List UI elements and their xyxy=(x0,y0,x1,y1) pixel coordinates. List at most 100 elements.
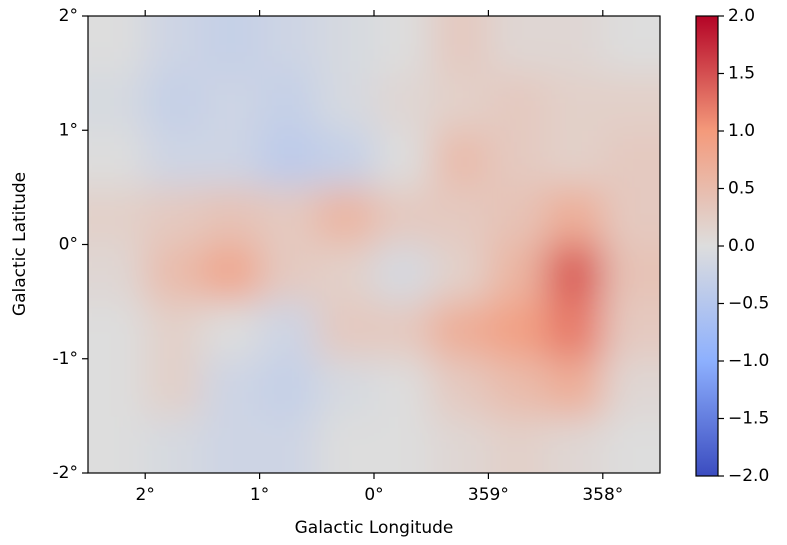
heat-cell xyxy=(316,358,375,417)
heat-cell xyxy=(316,73,375,131)
y-axis-label: Galactic Latitude xyxy=(10,172,30,316)
heat-cell xyxy=(88,301,146,360)
y-tick-label: 0° xyxy=(59,235,78,255)
heat-cell xyxy=(259,187,318,245)
heat-cell xyxy=(602,415,660,473)
heat-cell xyxy=(202,244,261,303)
heat-cell xyxy=(145,244,203,303)
heat-cell xyxy=(602,73,660,131)
heat-cell xyxy=(602,358,660,417)
heat-cell xyxy=(145,301,203,360)
heat-cell xyxy=(202,415,261,473)
heat-cell xyxy=(259,130,318,188)
y-tick-label: -2° xyxy=(53,463,78,483)
heat-cell xyxy=(316,187,375,245)
heat-cell xyxy=(88,130,146,188)
heat-cell xyxy=(431,73,489,131)
colorbar-tick-label: 0.0 xyxy=(728,236,755,256)
heat-cell xyxy=(88,415,146,473)
colorbar-tick-label: 1.5 xyxy=(728,64,755,84)
heat-cell xyxy=(374,130,432,188)
heat-cell xyxy=(145,415,203,473)
heat-cell xyxy=(545,130,604,188)
heat-cell xyxy=(545,301,604,360)
heat-cell xyxy=(488,415,547,473)
colorbar xyxy=(695,15,719,477)
colorbar-tick-label: −1.0 xyxy=(728,351,769,371)
colorbar-tick-label: −2.0 xyxy=(728,466,769,486)
heat-cell xyxy=(88,187,146,245)
heat-cell xyxy=(88,244,146,303)
x-tick-label: 2° xyxy=(136,485,155,505)
heat-cell xyxy=(259,16,318,74)
heat-cell xyxy=(374,187,432,245)
x-tick-label: 359° xyxy=(468,485,509,505)
heat-cell xyxy=(431,130,489,188)
colorbar-tick-label: 1.0 xyxy=(728,121,755,141)
heat-cell xyxy=(545,187,604,245)
heat-cell xyxy=(88,73,146,131)
heat-cell xyxy=(431,16,489,74)
heat-cell xyxy=(488,301,547,360)
heat-cell xyxy=(602,16,660,74)
colorbar-tick-label: 2.0 xyxy=(728,6,755,26)
cells xyxy=(88,16,660,473)
y-tick-label: 1° xyxy=(59,120,78,140)
colorbar-tick-label: −1.5 xyxy=(728,409,769,429)
x-tick-label: 1° xyxy=(250,485,269,505)
heat-cell xyxy=(145,73,203,131)
heat-cell xyxy=(316,244,375,303)
heat-cell xyxy=(374,301,432,360)
heat-cell xyxy=(602,244,660,303)
heat-cell xyxy=(202,187,261,245)
heat-cell xyxy=(202,73,261,131)
heat-cell xyxy=(316,16,375,74)
heat-cell xyxy=(602,301,660,360)
heat-cell xyxy=(431,301,489,360)
heat-cell xyxy=(488,187,547,245)
heat-cell xyxy=(431,358,489,417)
colorbar-tick-label: −0.5 xyxy=(728,294,769,314)
heat-cell xyxy=(374,16,432,74)
heat-cell xyxy=(431,244,489,303)
heat-cell xyxy=(545,73,604,131)
heat-cell xyxy=(545,244,604,303)
heat-cell xyxy=(145,16,203,74)
heat-cell xyxy=(488,73,547,131)
heat-cell xyxy=(374,244,432,303)
heat-cell xyxy=(545,358,604,417)
heat-cell xyxy=(259,301,318,360)
heat-cell xyxy=(602,130,660,188)
y-tick-label: -1° xyxy=(53,349,78,369)
heat-cell xyxy=(145,358,203,417)
heat-cell xyxy=(202,358,261,417)
heat-cell xyxy=(374,358,432,417)
heat-cell xyxy=(374,415,432,473)
heat-cell xyxy=(202,301,261,360)
colorbar-tick-label: 0.5 xyxy=(728,179,755,199)
heat-cell xyxy=(145,130,203,188)
x-tick-label: 358° xyxy=(582,485,623,505)
heat-cell xyxy=(316,415,375,473)
heat-cell xyxy=(488,358,547,417)
heat-cell xyxy=(202,130,261,188)
heat-cell xyxy=(488,130,547,188)
heat-cell xyxy=(602,187,660,245)
heat-cell xyxy=(259,73,318,131)
heat-cell xyxy=(88,358,146,417)
x-tick-label: 0° xyxy=(364,485,383,505)
heat-cell xyxy=(259,244,318,303)
heat-cell xyxy=(316,301,375,360)
heat-cell xyxy=(545,415,604,473)
map xyxy=(88,16,660,473)
heat-cell xyxy=(145,187,203,245)
heat-cell xyxy=(374,73,432,131)
heat-cell xyxy=(431,187,489,245)
heat-cell xyxy=(316,130,375,188)
heat-cell xyxy=(488,16,547,74)
x-axis-label: Galactic Longitude xyxy=(295,518,454,538)
heat-cell xyxy=(88,16,146,74)
heat-cell xyxy=(259,415,318,473)
heat-cell xyxy=(431,415,489,473)
